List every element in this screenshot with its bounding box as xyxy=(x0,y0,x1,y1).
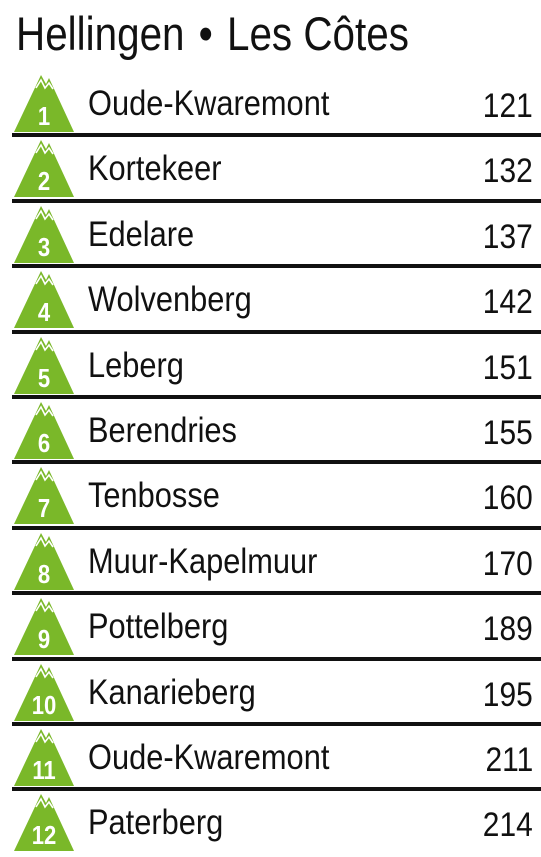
climb-km: 142 xyxy=(483,283,533,322)
divider xyxy=(12,264,541,269)
divider xyxy=(12,394,541,399)
climb-km: 214 xyxy=(483,806,533,845)
list-item: 3 Edelare 137 xyxy=(0,203,541,269)
list-item: 12 Paterberg 214 xyxy=(0,791,541,856)
climb-name: Leberg xyxy=(88,345,184,385)
mountain-icon: 3 xyxy=(14,203,74,263)
climb-km: 170 xyxy=(483,544,533,583)
mountain-icon: 6 xyxy=(14,399,74,459)
divider xyxy=(12,133,541,138)
climb-number: 3 xyxy=(37,231,51,262)
climb-number: 1 xyxy=(37,101,51,131)
title-separator: • xyxy=(198,7,213,60)
climb-number: 7 xyxy=(37,493,51,524)
page-title: Hellingen • Les Côtes xyxy=(16,6,409,62)
mountain-icon: 7 xyxy=(14,464,74,525)
divider xyxy=(12,460,541,465)
climb-number: 2 xyxy=(37,166,51,197)
climb-number: 11 xyxy=(32,754,56,785)
divider xyxy=(12,329,541,334)
divider xyxy=(12,198,541,203)
title-right: Les Côtes xyxy=(226,7,409,60)
climb-km: 211 xyxy=(485,740,533,779)
list-item: 6 Berendries 155 xyxy=(0,399,541,465)
climb-km: 195 xyxy=(483,675,533,714)
divider xyxy=(12,721,541,726)
climb-km: 155 xyxy=(483,413,533,452)
climb-number: 12 xyxy=(31,820,57,851)
title-left: Hellingen xyxy=(16,7,185,60)
climb-number: 8 xyxy=(37,558,51,589)
mountain-icon: 11 xyxy=(14,726,74,786)
climb-number: 10 xyxy=(31,689,57,720)
mountain-icon: 1 xyxy=(14,72,74,132)
mountain-icon: 8 xyxy=(14,530,74,590)
mountain-icon: 2 xyxy=(14,137,74,198)
climb-name: Kanarieberg xyxy=(88,672,256,712)
climb-name: Berendries xyxy=(88,410,237,450)
climb-km: 160 xyxy=(483,479,533,518)
list-item: 8 Muur-Kapelmuur 170 xyxy=(0,530,541,596)
climb-name: Tenbosse xyxy=(88,476,220,516)
climb-name: Muur-Kapelmuur xyxy=(88,541,318,581)
list-item: 5 Leberg 151 xyxy=(0,334,541,399)
list-item: 1 Oude-Kwaremont 121 xyxy=(0,72,541,138)
mountain-icon: 12 xyxy=(14,791,74,852)
climb-name: Pottelberg xyxy=(88,607,229,647)
mountain-icon: 4 xyxy=(14,268,74,329)
climb-number: 4 xyxy=(37,297,51,328)
climb-km: 132 xyxy=(483,152,533,191)
climb-name: Paterberg xyxy=(88,803,224,843)
list-item: 9 Pottelberg 189 xyxy=(0,595,541,661)
climb-name: Oude-Kwaremont xyxy=(88,737,330,777)
divider xyxy=(12,591,541,596)
list-item: 2 Kortekeer 132 xyxy=(0,137,541,203)
divider xyxy=(12,787,541,792)
mountain-icon: 5 xyxy=(14,334,74,394)
climb-km: 189 xyxy=(483,610,533,649)
climb-name: Kortekeer xyxy=(88,149,222,189)
climb-km: 151 xyxy=(483,348,533,387)
climb-list: 1 Oude-Kwaremont 121 2 Kortekeer 132 3 E… xyxy=(0,72,541,857)
climb-number: 9 xyxy=(37,624,51,655)
climb-name: Edelare xyxy=(88,214,195,254)
climb-name: Wolvenberg xyxy=(88,280,252,320)
climb-number: 6 xyxy=(37,427,51,458)
list-item: 7 Tenbosse 160 xyxy=(0,464,541,530)
list-item: 11 Oude-Kwaremont 211 xyxy=(0,726,541,792)
divider xyxy=(12,525,541,530)
list-item: 10 Kanarieberg 195 xyxy=(0,661,541,726)
climb-km: 137 xyxy=(483,217,533,256)
mountain-icon: 9 xyxy=(14,595,74,656)
list-item: 4 Wolvenberg 142 xyxy=(0,268,541,334)
climb-number: 5 xyxy=(37,362,51,393)
divider xyxy=(12,656,541,661)
climb-name: Oude-Kwaremont xyxy=(88,84,330,123)
mountain-icon: 10 xyxy=(14,661,74,721)
climb-km: 121 xyxy=(483,87,533,125)
